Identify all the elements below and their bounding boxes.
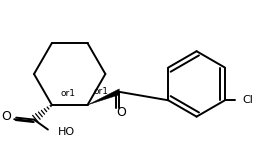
Polygon shape: [88, 89, 119, 105]
Text: or1: or1: [94, 86, 109, 96]
Text: Cl: Cl: [243, 95, 254, 105]
Text: O: O: [1, 110, 11, 123]
Text: HO: HO: [58, 126, 75, 136]
Text: or1: or1: [60, 88, 75, 98]
Text: O: O: [116, 106, 126, 119]
